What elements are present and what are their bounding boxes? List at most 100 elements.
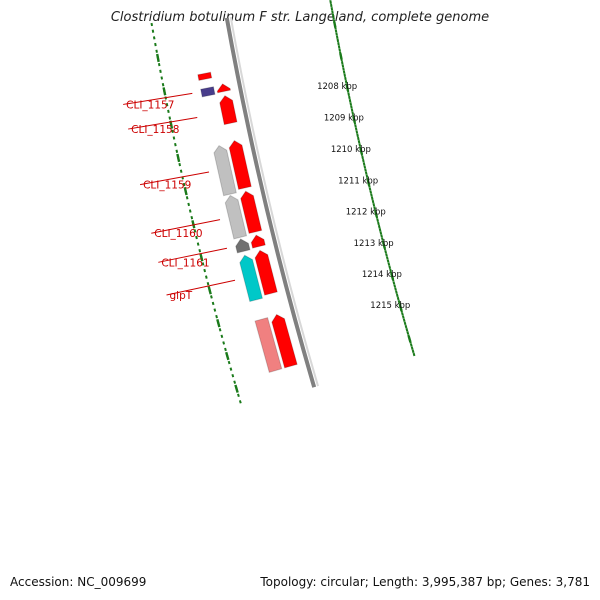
scale-tick [337,45,341,49]
outer-ring-major-tick [216,319,221,328]
tick-layer [150,0,416,404]
scale-tick [332,16,335,20]
scale-tick [412,352,416,357]
scale-tick [395,290,398,294]
gene-feature[interactable] [251,235,266,249]
scale-tick [384,249,387,254]
gene-feature[interactable] [197,72,212,81]
gene-label-leader [123,92,193,105]
gene-label[interactable]: glpT [170,290,193,302]
gene-label[interactable]: CLI_1158 [131,124,179,136]
scale-tick [372,202,376,207]
accession-text: Accession: NC_009699 [9,575,148,589]
scale-label: 1208 kbp [317,82,357,92]
gene-feature[interactable] [217,83,231,93]
outer-ring-tick [154,42,157,47]
gene-feature-outline [239,254,264,303]
scale-tick [334,29,338,33]
gene-label[interactable]: CLI_1157 [126,99,174,111]
gene-feature-outline [250,234,266,249]
outer-ring-tick [231,373,235,378]
gene-feature[interactable] [240,191,262,234]
scale-tick [348,95,351,100]
outer-ring-tick [179,169,183,173]
gene-label-leader [166,279,236,296]
scale-tick [395,293,399,298]
gene-feature-outline [197,71,213,81]
gene-label-leader [158,247,228,263]
scale-tick [388,265,392,270]
outer-ring-tick [150,22,154,27]
scale-tick [411,349,415,354]
outer-ring-major-tick [156,53,160,63]
scale-tick [387,262,391,266]
gene-feature[interactable] [255,250,278,296]
scale-tick [356,136,360,141]
gene-label-leader [139,171,210,186]
outer-ring-tick [206,282,210,286]
outer-ring-tick [172,136,176,140]
outer-ring-tick [229,367,233,371]
gene-feature-outline [224,194,248,240]
gene-layer [197,71,298,373]
gene-feature[interactable] [271,314,298,368]
scale-tick [336,38,340,43]
outer-ring-major-tick [191,220,196,229]
gene-feature[interactable] [229,140,252,190]
outer-ring-tick [187,202,191,207]
outer-ring-tick [201,262,205,266]
gene-feature-outline [200,86,216,98]
scale-tick [403,321,407,326]
scale-tick [344,79,348,84]
outer-ring-major-tick [176,153,181,163]
gene-feature[interactable] [255,317,282,373]
scale-tick [335,35,339,39]
outer-ring-tick [218,328,222,332]
scale-tick [392,281,396,285]
outer-ring-major-tick [183,186,188,196]
outer-ring-tick [175,149,179,153]
outer-ring-tick [159,69,162,73]
outer-ring-tick [193,229,197,233]
scale-tick [389,268,392,273]
scale-tick [357,140,361,144]
scale-tick [375,215,379,219]
scale-tick [386,259,390,263]
outer-ring-tick [198,249,202,253]
scale-tick [342,70,346,74]
scale-tick [330,7,334,11]
outer-ring-tick [152,36,156,40]
scale-label: 1210 kbp [331,145,371,155]
gene-feature-outline [254,317,283,373]
scale-tick [353,121,357,125]
scale-tick [378,228,382,232]
scale-tick [340,60,344,65]
gene-label[interactable]: CLI_1159 [143,180,191,192]
gene-feature[interactable] [239,255,263,302]
gene-feature[interactable] [200,86,215,97]
gene-label[interactable]: CLI_1161 [161,257,209,269]
scale-tick [341,64,345,68]
scale-tick [329,0,332,4]
scale-tick [344,76,347,81]
scale-tick [331,10,334,14]
gene-label[interactable]: CLI_1160 [154,228,202,240]
gene-feature[interactable] [225,195,247,239]
scale-tick [335,32,338,36]
outer-ring-tick [233,380,237,384]
outer-ring-tick [190,215,194,220]
gene-feature[interactable] [219,95,237,125]
gene-feature[interactable] [213,145,237,196]
scale-label: 1214 kbp [362,270,402,280]
scale-tick [356,133,359,138]
scale-tick [364,171,368,175]
outer-ring-tick [151,29,155,33]
scale-tick [401,312,404,316]
outer-ring-tick [155,49,158,53]
gene-feature[interactable] [235,238,250,253]
scale-tick [410,346,414,351]
scale-tick [385,256,389,260]
scale-tick [391,278,395,282]
scale-tick [330,3,333,8]
